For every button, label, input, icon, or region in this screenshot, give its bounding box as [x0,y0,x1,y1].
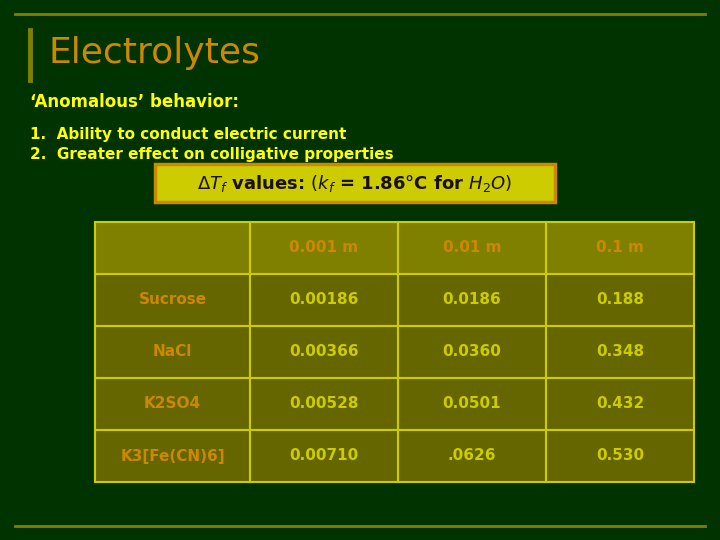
Bar [250,378,398,430]
Text: 0.01 m: 0.01 m [443,240,501,255]
Text: 0.00366: 0.00366 [289,345,359,360]
Text: Sucrose: Sucrose [138,293,207,307]
Bar [546,378,694,430]
Text: 0.0360: 0.0360 [443,345,501,360]
Text: 0.1 m: 0.1 m [596,240,644,255]
Bar [250,430,398,482]
Text: 2.  Greater effect on colligative properties: 2. Greater effect on colligative propert… [30,147,394,163]
Text: NaCl: NaCl [153,345,192,360]
Text: 0.0501: 0.0501 [443,396,501,411]
Bar [398,326,546,378]
Bar [95,378,250,430]
Bar [95,430,250,482]
Bar [398,274,546,326]
Text: 0.530: 0.530 [596,449,644,463]
Text: K3[Fe(CN)6]: K3[Fe(CN)6] [120,449,225,463]
Text: 1.  Ability to conduct electric current: 1. Ability to conduct electric current [30,127,346,143]
Bar [250,274,398,326]
Bar [250,326,398,378]
Bar [546,326,694,378]
Text: ‘Anomalous’ behavior:: ‘Anomalous’ behavior: [30,93,239,111]
Bar [546,222,694,274]
Text: K2SO4: K2SO4 [144,396,201,411]
Bar [546,430,694,482]
Text: .0626: .0626 [448,449,496,463]
Bar [95,274,250,326]
Bar [250,222,398,274]
Text: 0.348: 0.348 [596,345,644,360]
Bar [95,222,250,274]
Bar [95,326,250,378]
Text: 0.00186: 0.00186 [289,293,359,307]
Text: 0.0186: 0.0186 [443,293,501,307]
Text: $\Delta T_f$ values: $(k_f$ = 1.86°C for $H_2O)$: $\Delta T_f$ values: $(k_f$ = 1.86°C for… [197,172,513,193]
Text: 0.001 m: 0.001 m [289,240,359,255]
Bar [398,222,546,274]
Bar [155,164,555,202]
Bar [546,274,694,326]
Text: 0.432: 0.432 [596,396,644,411]
Text: Electrolytes: Electrolytes [48,36,260,70]
Bar [398,430,546,482]
Bar [398,378,546,430]
Text: 0.00710: 0.00710 [289,449,359,463]
Text: 0.188: 0.188 [596,293,644,307]
Text: 0.00528: 0.00528 [289,396,359,411]
